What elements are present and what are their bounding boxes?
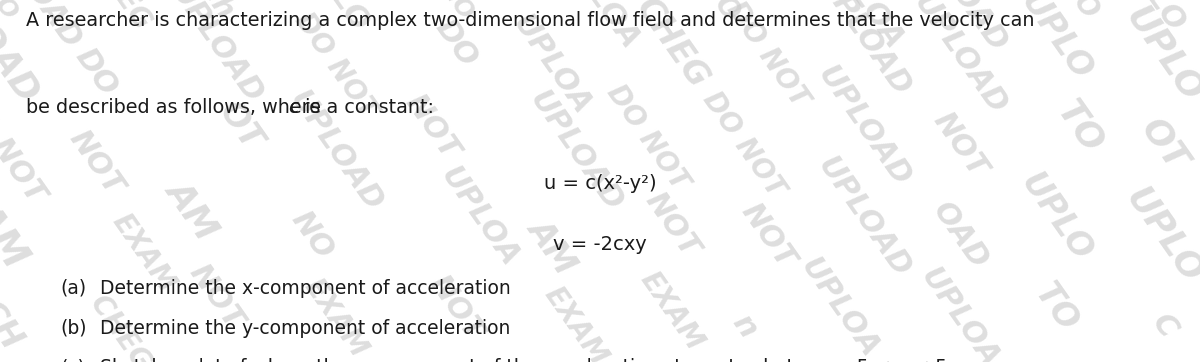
Text: Sketch a plot of where the x-component of the acceleration stagnates between -5 : Sketch a plot of where the x-component o… [100,358,947,362]
Text: be described as follows, where: be described as follows, where [26,98,328,117]
Text: UPLOA: UPLOA [508,10,596,121]
Text: UPLOA: UPLOA [820,0,908,55]
Text: OAD: OAD [926,196,994,274]
Text: NOT: NOT [400,89,464,165]
Text: UPLO: UPLO [298,0,374,38]
Text: UPLO: UPLO [1014,167,1098,268]
Text: AM: AM [160,174,224,246]
Text: u = c(x²-y²): u = c(x²-y²) [544,174,656,193]
Text: Determine the x-component of acceleration: Determine the x-component of acceleratio… [100,279,510,298]
Text: EXAM: EXAM [539,281,613,362]
Text: DO: DO [695,0,745,27]
Text: v = -2cxy: v = -2cxy [553,235,647,254]
Text: DO NOT: DO NOT [0,81,50,208]
Text: CH: CH [0,295,29,357]
Text: U: U [512,0,544,8]
Text: DO NOT: DO NOT [601,80,695,195]
Text: NO: NO [286,206,338,265]
Text: DO NOT: DO NOT [721,0,815,112]
Text: UPLOA: UPLOA [436,162,524,273]
Text: UPLO: UPLO [1014,0,1098,87]
Text: LOAD: LOAD [10,0,86,54]
Text: OT: OT [1134,112,1194,177]
Text: CHEG: CHEG [84,290,156,362]
Text: UPLOA: UPLOA [916,263,1004,362]
Text: EXAM: EXAM [635,267,709,356]
Text: UPLOAD: UPLOAD [908,0,1012,120]
Text: NO: NO [0,0,22,24]
Text: DO: DO [70,43,122,102]
Text: NOT: NOT [424,270,488,346]
Text: AM: AM [522,212,582,280]
Text: TO: TO [1028,277,1084,338]
Text: TO: TO [1056,0,1104,25]
Text: UPLOAD: UPLOAD [812,0,916,102]
Text: NOT: NOT [928,107,992,183]
Text: (c): (c) [60,358,85,362]
Text: CHEG: CHEG [629,0,715,95]
Text: Ch: Ch [193,0,239,25]
Text: (a): (a) [60,279,86,298]
Text: UPLOA: UPLOA [556,0,644,55]
Text: EXAM: EXAM [299,274,373,362]
Text: UPLOAD: UPLOAD [812,61,916,193]
Text: A researcher is characterizing a complex two-dimensional flow field and determin: A researcher is characterizing a complex… [26,11,1034,30]
Text: UPLOAD: UPLOAD [908,0,1012,59]
Text: AM: AM [0,196,35,274]
Text: (b): (b) [60,319,86,337]
Text: DO NOT: DO NOT [697,87,791,203]
Text: DO: DO [430,14,482,73]
Text: NOT: NOT [184,259,248,335]
Text: OT: OT [212,96,268,157]
Text: EXAM: EXAM [107,209,181,298]
Text: UPLOAD: UPLOAD [284,86,388,218]
Text: Determine the y-component of acceleration: Determine the y-component of acceleratio… [100,319,510,337]
Text: NOT: NOT [640,186,704,262]
Text: NOT: NOT [736,197,800,273]
Text: n: n [726,308,762,343]
Text: UPLOAD: UPLOAD [812,151,916,283]
Text: C: C [1146,308,1182,343]
Text: UPLO: UPLO [1118,181,1200,290]
Text: UPLOA: UPLOA [796,252,884,362]
Text: UPLO: UPLO [1114,0,1190,38]
Text: UPLOAD: UPLOAD [524,86,628,218]
Text: NOT: NOT [64,125,128,201]
Text: NO: NO [434,0,478,24]
Text: LOAD: LOAD [0,0,46,109]
Text: CHEG: CHEG [84,0,156,36]
Text: is a constant:: is a constant: [300,98,434,117]
Text: UPLO: UPLO [1118,0,1200,109]
Text: DO NOT: DO NOT [289,7,383,123]
Text: UPLOAD: UPLOAD [164,0,268,109]
Text: U: U [764,0,796,8]
Text: c: c [288,98,299,117]
Text: TO: TO [1050,94,1110,159]
